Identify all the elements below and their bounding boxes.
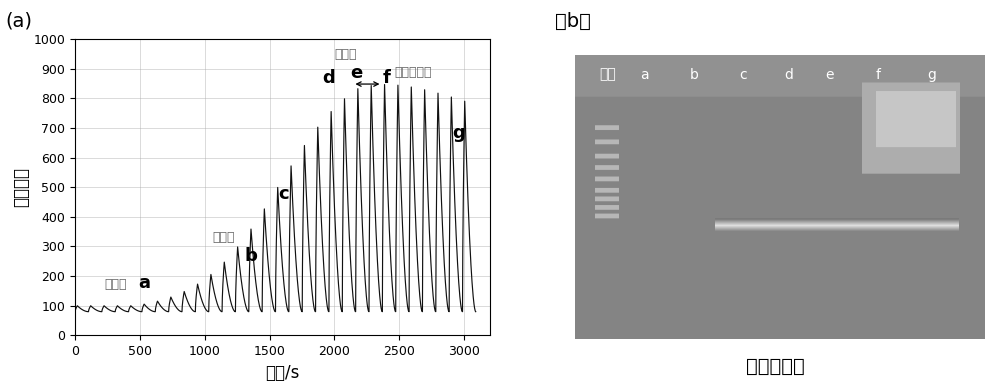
Text: （b）: （b）	[555, 12, 591, 31]
Text: g: g	[927, 67, 936, 82]
Text: f: f	[382, 69, 390, 87]
Text: e: e	[825, 67, 833, 82]
Text: g: g	[452, 124, 465, 142]
Text: d: d	[323, 69, 335, 87]
Text: b: b	[689, 67, 698, 82]
Text: e: e	[350, 64, 362, 82]
Text: 凝胶电泳图: 凝胶电泳图	[746, 357, 804, 376]
Text: f: f	[876, 67, 881, 82]
Text: d: d	[784, 67, 793, 82]
Text: c: c	[739, 67, 747, 82]
Text: 平台期: 平台期	[334, 48, 357, 61]
Text: a: a	[640, 67, 649, 82]
Text: 基线期: 基线期	[105, 278, 127, 291]
Text: a: a	[139, 274, 151, 292]
Text: 对数期: 对数期	[212, 230, 235, 243]
Text: 标尺: 标尺	[599, 67, 616, 82]
X-axis label: 时间/s: 时间/s	[265, 364, 300, 382]
Text: c: c	[279, 185, 289, 203]
Text: (a): (a)	[5, 12, 32, 31]
Y-axis label: 荧光强度: 荧光强度	[13, 167, 31, 207]
Text: 扩增终止点: 扩增终止点	[394, 66, 432, 79]
Text: b: b	[245, 247, 258, 265]
